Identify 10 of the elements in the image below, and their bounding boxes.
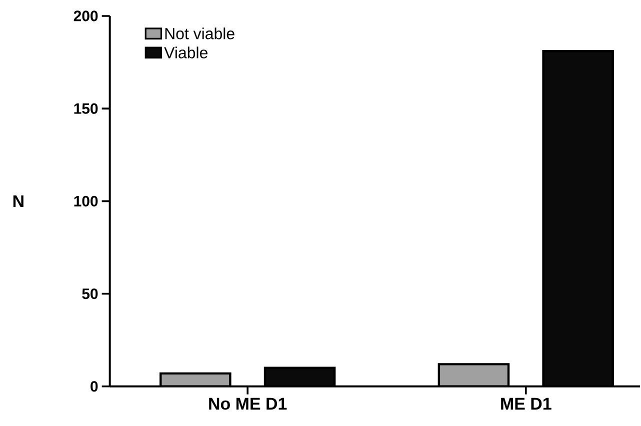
y-tick-label: 50 [82,288,98,299]
y-tick-label: 150 [74,103,98,114]
y-tick-label: 200 [74,10,98,22]
legend-label: Not viable [165,27,234,40]
legend-label: Viable [164,46,208,58]
y-tick-label: 100 [74,196,98,206]
x-tick-label: ME D1 [501,398,552,410]
y-tick-label: 0 [90,380,98,392]
y-axis-title: N [13,195,24,207]
x-tick-label: No ME D1 [209,398,287,410]
